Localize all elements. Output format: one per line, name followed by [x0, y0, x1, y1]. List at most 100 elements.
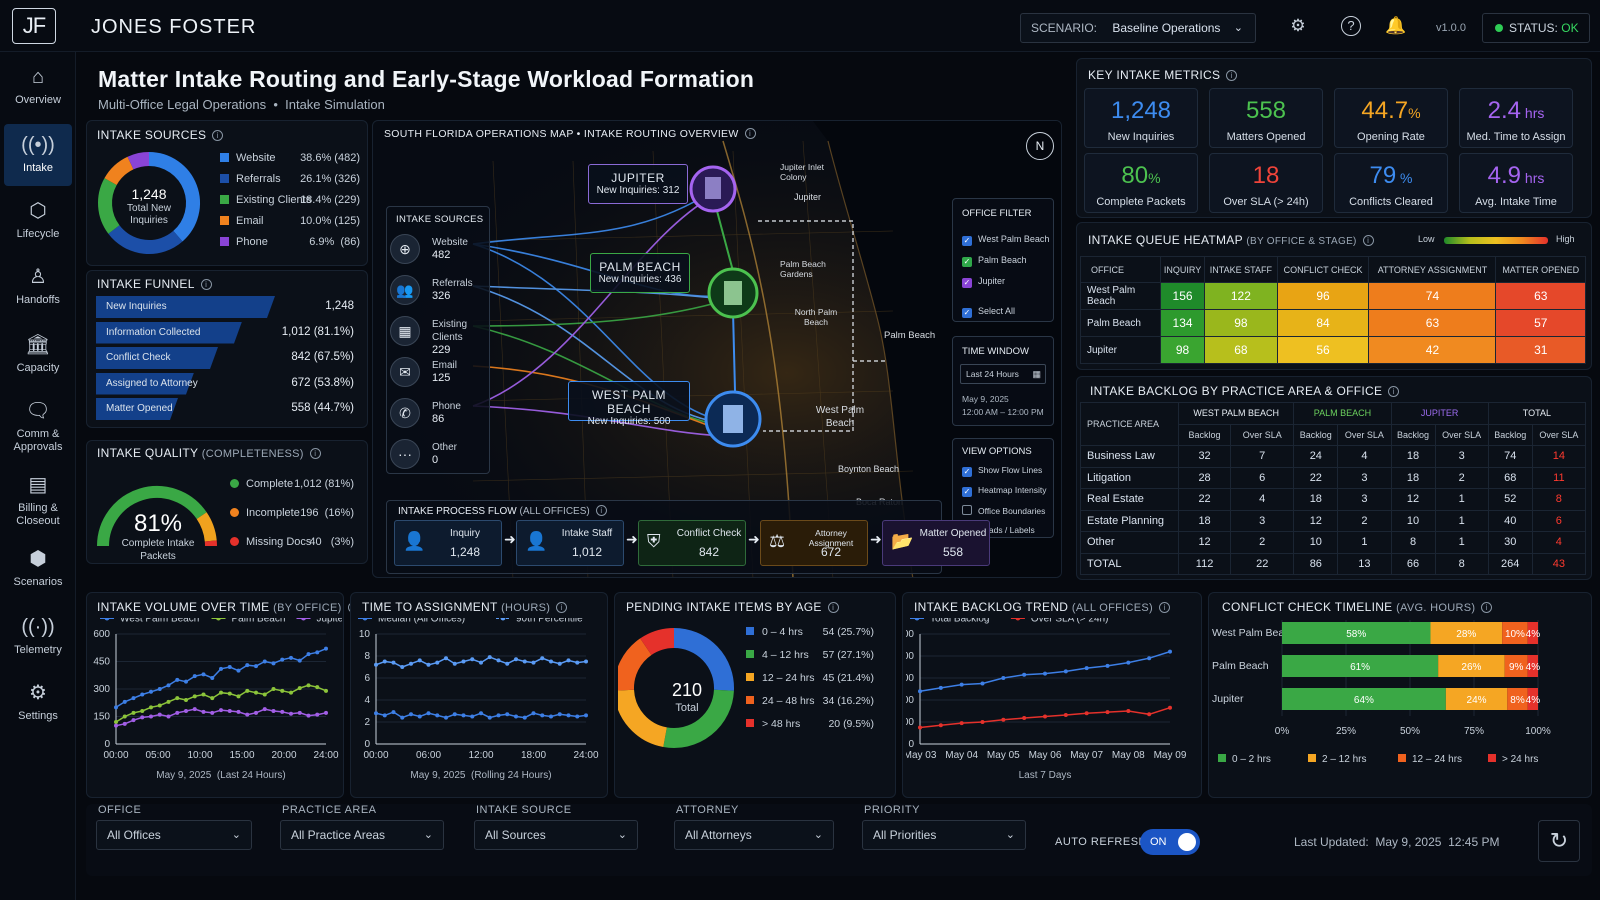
heatmap-cell[interactable]: 56	[1276, 336, 1370, 364]
info-icon[interactable]: i	[595, 505, 607, 516]
panel-title: INTAKE VOLUME OVER TIME	[97, 600, 270, 614]
info-icon[interactable]: i	[1362, 235, 1374, 246]
backlog-column-header: WEST PALM BEACH	[1177, 402, 1295, 425]
heatmap-cell[interactable]: 156	[1159, 282, 1206, 310]
sidebar-item-comm-approvals[interactable]: 🗨 Comm & Approvals	[4, 398, 72, 462]
refresh-button[interactable]: ↻	[1538, 820, 1580, 862]
view-options-title: VIEW OPTIONS	[962, 446, 1032, 457]
heatmap-cell[interactable]: 84	[1276, 309, 1370, 337]
legend-swatch	[220, 195, 229, 204]
heatmap-cell[interactable]: 98	[1204, 309, 1278, 337]
office-label-palm-beach[interactable]: PALM BEACH New Inquiries: 436	[590, 253, 690, 293]
x-tick-label: 100%	[1525, 726, 1551, 737]
sidebar-item-overview[interactable]: ⌂ Overview	[4, 64, 72, 120]
heatmap-cell[interactable]: 63	[1368, 309, 1497, 337]
handoff-icon: ♙	[29, 266, 47, 288]
map-source-referrals[interactable]: 👥 Referrals 326	[390, 273, 480, 309]
gear-icon[interactable]: ⚙	[1290, 16, 1306, 35]
funnel-row: Information Collected 1,012 (81.1%)	[96, 322, 358, 344]
heatmap-cell[interactable]: 96	[1276, 282, 1370, 310]
heatmap-cell[interactable]: 57	[1495, 309, 1586, 337]
filter-select[interactable]: All Offices ⌄	[96, 820, 252, 850]
info-icon[interactable]: i	[309, 448, 321, 459]
backlog-column-header: PALM BEACH	[1293, 402, 1392, 425]
bar-label: 58%	[1346, 629, 1366, 640]
data-point	[980, 720, 985, 724]
heatmap-cell[interactable]: 74	[1368, 282, 1497, 310]
view-option-checkbox[interactable]: ✓ Heatmap Intensity	[962, 485, 1047, 497]
heatmap-cell[interactable]: 122	[1204, 282, 1278, 310]
office-filter-checkbox[interactable]: ✓ Jupiter	[962, 276, 1005, 288]
info-icon[interactable]: i	[1159, 602, 1171, 613]
data-point	[236, 694, 241, 699]
data-point	[1126, 709, 1131, 713]
sidebar-item-scenarios[interactable]: ⬢ Scenarios	[4, 546, 72, 602]
backlog-column-header: JUPITER	[1390, 402, 1489, 425]
sidebar-item-lifecycle[interactable]: ⬡ Lifecycle	[4, 198, 72, 254]
office-filter-checkbox[interactable]: ✓ Select All	[962, 306, 1015, 318]
scenario-select[interactable]: SCENARIO: Baseline Operations ⌄	[1020, 13, 1256, 43]
filter-select[interactable]: All Attorneys ⌄	[674, 820, 834, 850]
view-option-checkbox[interactable]: Office Boundaries	[962, 505, 1045, 516]
info-icon[interactable]: i	[1226, 70, 1238, 81]
info-icon[interactable]: i	[1481, 602, 1493, 613]
map-source-phone[interactable]: ✆ Phone 86	[390, 396, 480, 432]
process-step[interactable]: ⚖ Attorney Assignment 672	[760, 520, 868, 566]
intake-sources-title: INTAKE SOURCES i	[97, 128, 224, 142]
filter-select[interactable]: All Sources ⌄	[474, 820, 638, 850]
data-point	[131, 696, 136, 701]
sidebar-item-billing-closeout[interactable]: ▤ Billing & Closeout	[4, 472, 72, 536]
globe-icon: ⊕	[390, 234, 420, 264]
data-point	[522, 715, 527, 720]
backlog-cell: 264	[1487, 552, 1533, 575]
data-point	[496, 658, 501, 663]
help-icon[interactable]: ?	[1341, 16, 1361, 36]
map-source-email[interactable]: ✉ Email 125	[390, 355, 480, 391]
bar-segment	[1438, 655, 1505, 677]
step-name: Attorney Assignment	[808, 528, 854, 548]
info-icon[interactable]: i	[827, 602, 839, 613]
heatmap-cell[interactable]: 63	[1495, 282, 1586, 310]
map-source-existing-clients[interactable]: ▦ Existing Clients 229	[390, 314, 480, 356]
office-label-west-palm-beach[interactable]: WEST PALM BEACH New Inquiries: 500	[568, 381, 690, 427]
heatmap-cell[interactable]: 68	[1204, 336, 1278, 364]
info-icon[interactable]: i	[556, 602, 568, 613]
sidebar-item-intake[interactable]: ((•)) Intake	[4, 124, 72, 186]
bell-icon[interactable]: 🔔	[1385, 16, 1407, 35]
heatmap-cell[interactable]: 42	[1368, 336, 1497, 364]
time-window-select[interactable]: Last 24 Hours ▦	[960, 364, 1046, 384]
filter-select[interactable]: All Practice Areas ⌄	[280, 820, 444, 850]
process-step[interactable]: 👤 Intake Staff 1,012	[516, 520, 624, 566]
kpi-unit: %	[1396, 170, 1413, 186]
filter-select[interactable]: All Priorities ⌄	[862, 820, 1026, 850]
data-point	[210, 710, 215, 715]
process-step[interactable]: ⛨ Conflict Check 842	[638, 520, 746, 566]
office-filter-checkbox[interactable]: ✓ West Palm Beach	[962, 234, 1049, 246]
sidebar-item-handoffs[interactable]: ♙ Handoffs	[4, 264, 72, 320]
process-step[interactable]: 📂 Matter Opened 558	[882, 520, 990, 566]
sidebar-item-capacity[interactable]: 🏛 Capacity	[4, 332, 72, 388]
map-source-other[interactable]: ··· Other 0	[390, 437, 480, 473]
backlog-title: INTAKE BACKLOG BY PRACTICE AREA & OFFICE…	[1090, 384, 1400, 398]
heatmap-cell[interactable]: 98	[1159, 336, 1206, 364]
data-point	[980, 681, 985, 686]
heatmap-cell[interactable]: 31	[1495, 336, 1586, 364]
office-filter-checkbox[interactable]: ✓ Palm Beach	[962, 255, 1027, 267]
view-option-checkbox[interactable]: ✓ Show Flow Lines	[962, 465, 1042, 477]
sidebar-item-settings[interactable]: ⚙ Settings	[4, 680, 72, 736]
auto-refresh-toggle[interactable]: ON	[1140, 829, 1200, 855]
data-point	[219, 708, 223, 713]
info-icon[interactable]: i	[744, 128, 756, 139]
info-icon[interactable]: i	[1388, 386, 1400, 397]
map-source-website[interactable]: ⊕ Website 482	[390, 232, 480, 268]
bar-label: 4%	[1526, 629, 1541, 640]
heatmap-cell[interactable]: 134	[1159, 309, 1206, 337]
process-step[interactable]: 👤 Inquiry 1,248	[394, 520, 502, 566]
time-to-assignment-panel	[350, 592, 608, 798]
office-label-jupiter[interactable]: JUPITER New Inquiries: 312	[588, 164, 688, 204]
info-icon[interactable]: i	[212, 130, 224, 141]
info-icon[interactable]: i	[200, 279, 212, 290]
data-point	[262, 659, 267, 664]
sidebar-item-telemetry[interactable]: ((·)) Telemetry	[4, 614, 72, 670]
data-point	[201, 709, 206, 714]
